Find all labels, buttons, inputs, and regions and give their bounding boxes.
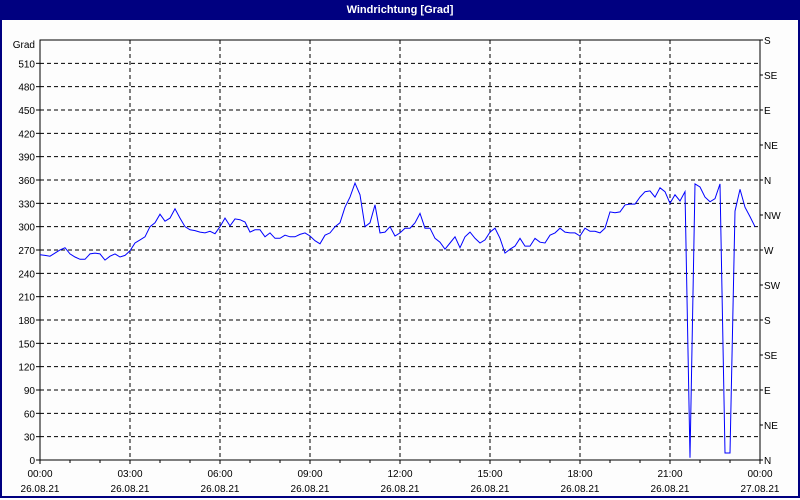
y2-tick-label: S: [764, 36, 771, 47]
x-tick-date: 26.08.21: [651, 484, 690, 495]
x-tick-time: 15:00: [477, 469, 502, 480]
y-tick-label: 60: [24, 409, 36, 420]
y-tick-label: 270: [18, 246, 35, 257]
x-tick-date: 26.08.21: [291, 484, 330, 495]
y2-tick-label: E: [764, 106, 771, 117]
y-tick-label: 330: [18, 199, 35, 210]
y-tick-label: 300: [18, 223, 35, 234]
y2-tick-label: SE: [764, 71, 778, 82]
x-tick-time: 00:00: [27, 469, 52, 480]
y-tick-label: 240: [18, 269, 35, 280]
y2-tick-label: NW: [764, 211, 781, 222]
y2-tick-label: NE: [764, 141, 778, 152]
y-tick-label: 420: [18, 129, 35, 140]
y-tick-label: 450: [18, 106, 35, 117]
x-tick-date: 26.08.21: [201, 484, 240, 495]
window-title: Windrichtung [Grad]: [0, 0, 800, 20]
x-tick-date: 26.08.21: [381, 484, 420, 495]
x-tick-time: 00:00: [747, 469, 772, 480]
y-tick-label: 360: [18, 176, 35, 187]
y-tick-label: 210: [18, 293, 35, 304]
x-tick-time: 09:00: [297, 469, 322, 480]
y-tick-label: 0: [29, 456, 35, 467]
x-tick-date: 26.08.21: [471, 484, 510, 495]
x-tick-time: 18:00: [567, 469, 592, 480]
plot-frame: [39, 39, 761, 461]
y-tick-label: 30: [24, 433, 36, 444]
y-tick-label: 510: [18, 59, 35, 70]
series-line: [39, 181, 756, 458]
y-axis-label: Grad: [13, 40, 35, 51]
x-tick-time: 06:00: [207, 469, 232, 480]
y2-tick-label: N: [764, 456, 771, 467]
x-tick-time: 12:00: [387, 469, 412, 480]
y-tick-label: 120: [18, 363, 35, 374]
y-tick-label: 180: [18, 316, 35, 327]
y-tick-label: 390: [18, 153, 35, 164]
y-tick-label: 150: [18, 339, 35, 350]
y2-tick-label: NE: [764, 421, 778, 432]
y2-tick-label: SE: [764, 351, 778, 362]
y2-tick-label: E: [764, 386, 771, 397]
y2-tick-label: N: [764, 176, 771, 187]
x-tick-date: 26.08.21: [561, 484, 600, 495]
y2-tick-label: W: [764, 246, 774, 257]
x-tick-time: 21:00: [657, 469, 682, 480]
y2-tick-label: SW: [764, 281, 781, 292]
x-tick-date: 26.08.21: [21, 484, 60, 495]
x-tick-date: 27.08.21: [741, 484, 780, 495]
y-tick-label: 90: [24, 386, 36, 397]
x-tick-date: 26.08.21: [111, 484, 150, 495]
x-tick-time: 03:00: [117, 469, 142, 480]
y2-tick-label: S: [764, 316, 771, 327]
y-tick-label: 480: [18, 83, 35, 94]
